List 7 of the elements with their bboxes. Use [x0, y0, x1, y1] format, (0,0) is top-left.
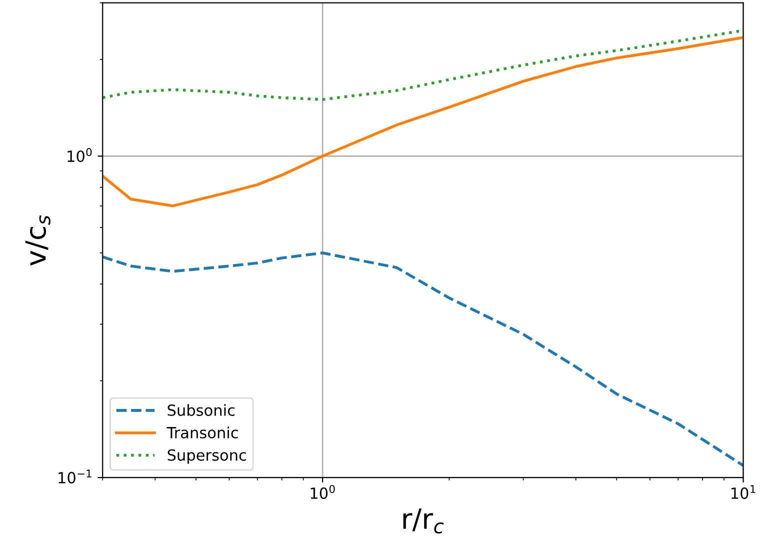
x-axis-title: r/r$_{c}$ [403, 508, 444, 534]
legend-label: Supersonc [168, 449, 246, 464]
y-tick-label: 10$^{−1}$ [58, 470, 92, 484]
x-tick-label: 10$^{1}$ [732, 485, 756, 499]
y-axis-title: v/c$_{s}$ [25, 215, 50, 266]
legend-label: Transonic [166, 426, 238, 438]
legend-label: Subsonic [168, 404, 235, 416]
